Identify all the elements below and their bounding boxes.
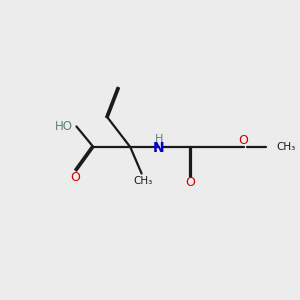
Text: CH₃: CH₃ xyxy=(134,176,153,186)
Text: O: O xyxy=(239,134,248,147)
Text: H: H xyxy=(154,134,163,144)
Text: N: N xyxy=(153,141,164,154)
Text: O: O xyxy=(70,171,80,184)
Text: HO: HO xyxy=(55,120,73,133)
Text: O: O xyxy=(185,176,195,190)
Text: CH₃: CH₃ xyxy=(276,142,296,152)
